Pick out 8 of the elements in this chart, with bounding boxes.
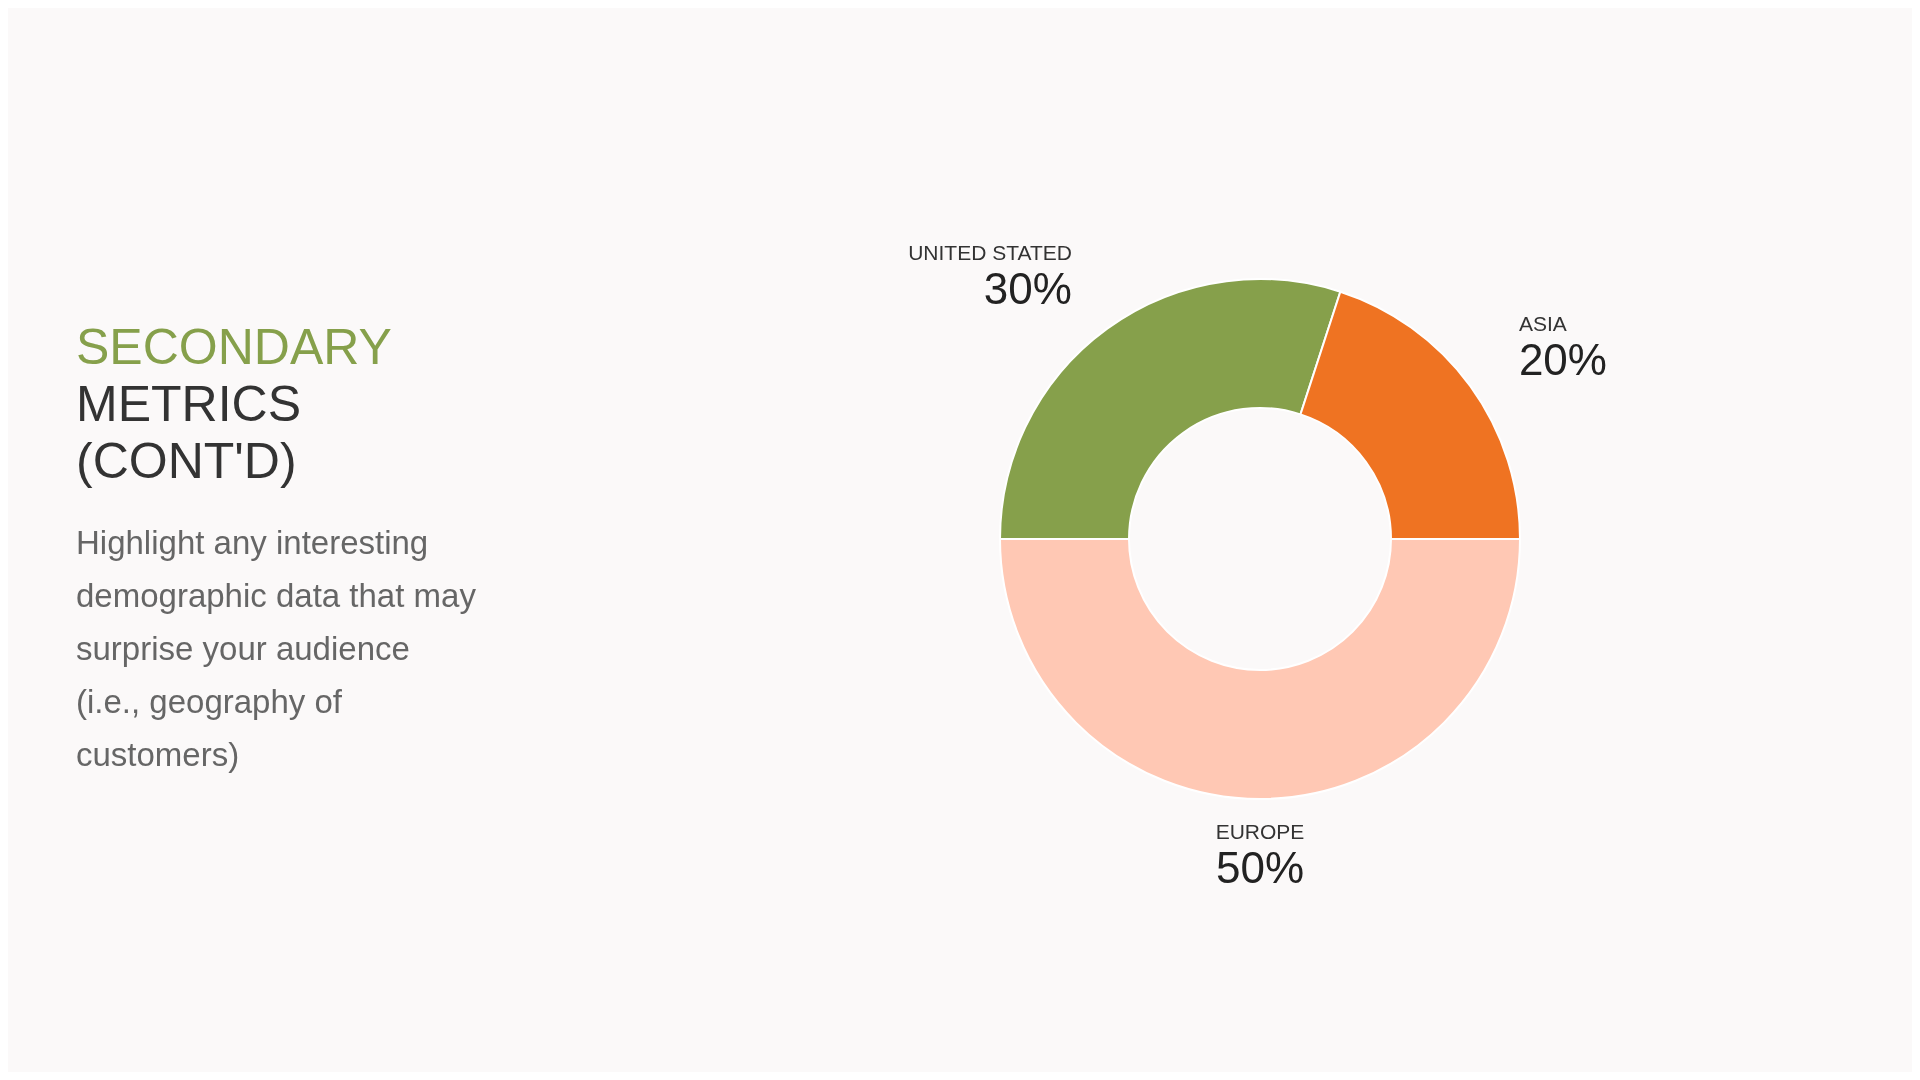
slice-label: EUROPE: [1215, 820, 1305, 843]
slice-label: UNITED STATED: [908, 241, 1072, 265]
data-label: 30%: [983, 264, 1072, 314]
data-label: 20%: [1518, 334, 1607, 384]
slice-label: ASIA: [1518, 311, 1567, 335]
text: SECONDARY METRICS (CONT'D): [76, 319, 392, 489]
text: Highlight any interesting demographic data that may surprise your audience (i.e., geography of customers): [76, 524, 477, 773]
data-label: 50%: [1215, 843, 1305, 892]
